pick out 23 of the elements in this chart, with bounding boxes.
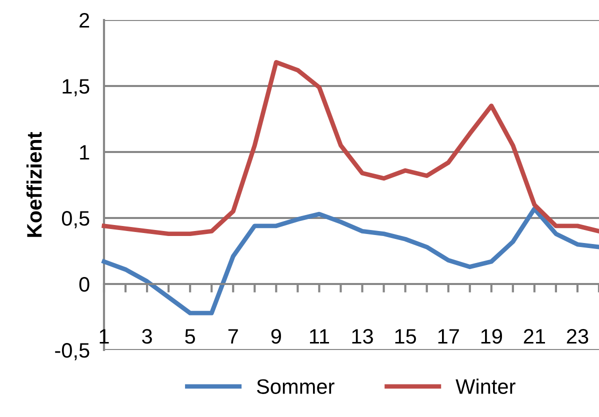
y-tick-label: 1 bbox=[80, 145, 90, 160]
y-tick-label: 2 bbox=[80, 13, 90, 28]
line-series bbox=[102, 206, 599, 316]
x-tick-label: 9 bbox=[271, 328, 281, 344]
x-tick-label: 23 bbox=[566, 328, 588, 344]
y-tick-label: 0 bbox=[79, 277, 90, 292]
x-tick-label: 13 bbox=[352, 328, 373, 344]
y-axis-title: Koeffizient bbox=[26, 132, 42, 237]
x-tick-label: 19 bbox=[481, 328, 502, 344]
x-tick-label: 5 bbox=[185, 329, 196, 344]
x-tick-label: 17 bbox=[438, 329, 459, 344]
y-tick-label: 1,5 bbox=[62, 79, 90, 96]
y-tick-label: 0,5 bbox=[62, 211, 90, 228]
x-tick-label: 7 bbox=[228, 329, 238, 344]
x-tick-label: 15 bbox=[395, 329, 416, 344]
line-series bbox=[102, 60, 599, 236]
x-tick-label: 1 bbox=[100, 329, 109, 344]
x-tick-label: 3 bbox=[142, 328, 152, 344]
legend-label: Sommer bbox=[256, 379, 334, 394]
y-tick-label: -0,5 bbox=[55, 343, 90, 360]
legend-label: Winter bbox=[456, 378, 516, 394]
x-tick-label: 21 bbox=[524, 328, 546, 344]
x-tick-label: 11 bbox=[310, 329, 330, 344]
